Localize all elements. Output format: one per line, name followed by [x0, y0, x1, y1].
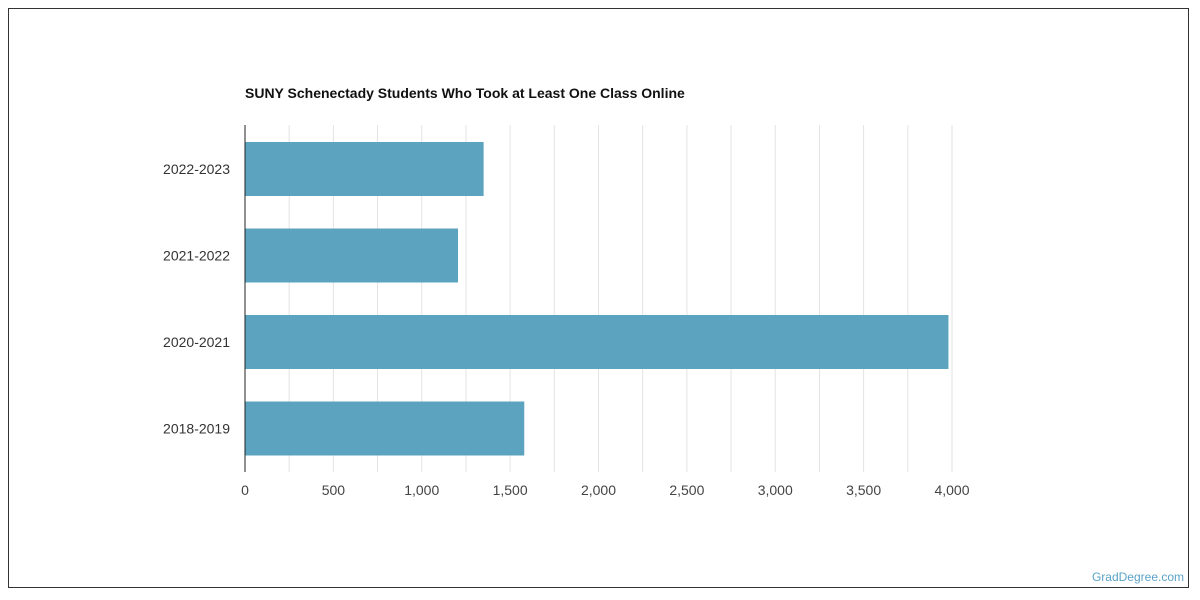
x-tick-label: 2,000 — [581, 482, 616, 498]
bar-2018-2019 — [245, 401, 525, 456]
x-tick-label: 0 — [241, 482, 249, 498]
x-tick-label: 1,500 — [493, 482, 528, 498]
chart-title: SUNY Schenectady Students Who Took at Le… — [245, 85, 685, 101]
watermark: GradDegree.com — [1091, 570, 1184, 584]
x-tick-label: 2,500 — [669, 482, 704, 498]
bar-2022-2023 — [245, 142, 484, 196]
x-tick-label: 500 — [322, 482, 346, 498]
x-tick-label: 3,500 — [846, 482, 881, 498]
x-tick-label: 1,000 — [404, 482, 439, 498]
category-label: 2022-2023 — [163, 161, 230, 177]
x-tick-label: 3,000 — [758, 482, 793, 498]
category-label: 2020-2021 — [163, 334, 230, 350]
category-label: 2018-2019 — [163, 421, 230, 437]
x-tick-label: 4,000 — [934, 482, 969, 498]
bar-2021-2022 — [245, 228, 458, 283]
category-label: 2021-2022 — [163, 248, 230, 264]
bar-2020-2021 — [245, 315, 949, 369]
